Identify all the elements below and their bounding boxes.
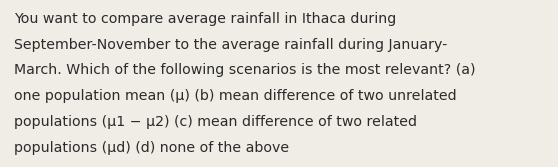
Text: You want to compare average rainfall in Ithaca during: You want to compare average rainfall in … — [14, 12, 396, 26]
Text: one population mean (μ) (b) mean difference of two unrelated: one population mean (μ) (b) mean differe… — [14, 89, 456, 103]
Text: March. Which of the following scenarios is the most relevant? (a): March. Which of the following scenarios … — [14, 63, 475, 77]
Text: populations (μ1 − μ2) (c) mean difference of two related: populations (μ1 − μ2) (c) mean differenc… — [14, 115, 417, 129]
Text: September-November to the average rainfall during January-: September-November to the average rainfa… — [14, 38, 448, 52]
Text: populations (μd) (d) none of the above: populations (μd) (d) none of the above — [14, 141, 289, 155]
